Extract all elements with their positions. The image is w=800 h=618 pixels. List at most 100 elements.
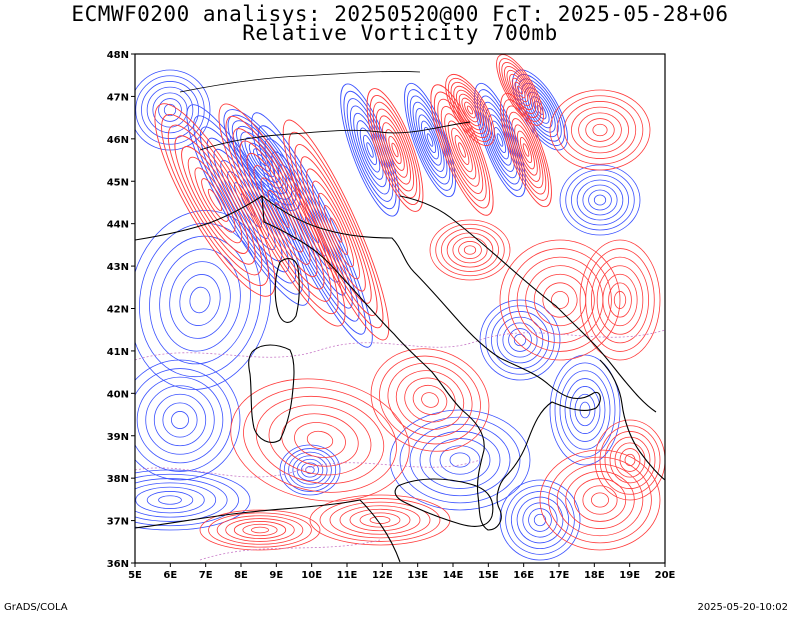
positive-contour xyxy=(282,119,390,341)
negative-contour xyxy=(409,95,451,185)
negative-contour xyxy=(146,491,194,509)
positive-contour xyxy=(255,395,385,485)
negative-contour xyxy=(179,274,221,326)
negative-contour xyxy=(426,133,434,147)
ligurian-coastline xyxy=(135,195,263,241)
lon-tick-label: 8E xyxy=(234,570,248,581)
positive-contour xyxy=(218,103,346,327)
negative-contour xyxy=(533,513,547,527)
negative-contour xyxy=(163,103,177,117)
positive-contour xyxy=(447,120,477,180)
positive-contour xyxy=(463,245,477,255)
positive-contour xyxy=(624,453,636,467)
positive-contour xyxy=(602,273,638,327)
positive-contour xyxy=(294,422,346,458)
africa-coastline xyxy=(135,499,401,563)
positive-contour xyxy=(274,202,290,228)
positive-contour xyxy=(466,105,474,115)
positive-contour xyxy=(440,106,484,194)
positive-contour xyxy=(216,515,304,545)
negative-contour xyxy=(251,112,373,348)
positive-contour xyxy=(517,130,535,170)
negative-contour xyxy=(418,114,442,166)
lon-tick-label: 7E xyxy=(199,570,213,581)
negative-contour xyxy=(283,448,337,492)
positive-contour xyxy=(437,98,487,202)
positive-contour xyxy=(514,81,526,99)
lat-tick-label: 38N xyxy=(107,474,129,485)
negative-contour xyxy=(389,409,531,511)
negative-contour xyxy=(496,133,504,147)
positive-contour xyxy=(454,135,470,165)
map-title-line1: ECMWF0200 analisys: 20250520@00 FcT: 202… xyxy=(71,2,729,26)
positive-contour xyxy=(585,118,615,142)
positive-contour xyxy=(533,273,587,327)
negative-contour xyxy=(169,261,231,339)
positive-contour xyxy=(458,241,482,259)
negative-contour xyxy=(423,126,437,154)
positive-contour xyxy=(500,92,552,208)
negative-contour xyxy=(244,137,280,183)
lat-tick-label: 43N xyxy=(107,262,129,273)
negative-contour xyxy=(571,174,629,226)
negative-contour xyxy=(159,248,241,352)
negative-contour xyxy=(135,478,228,522)
negative-contour xyxy=(139,222,261,378)
lat-tick-label: 41N xyxy=(107,347,129,358)
italy-coastline xyxy=(261,194,601,531)
positive-contour xyxy=(253,165,311,265)
longitude-axis: 5E 6E 7E 8E 9E 10E 11E 12E 13E 14E 15E 16E 17E 18E 19E… xyxy=(128,563,676,581)
positive-contour xyxy=(187,156,243,244)
positive-contour xyxy=(312,180,360,280)
positive-contour xyxy=(444,113,480,187)
negative-contour xyxy=(296,458,324,482)
positive-contour xyxy=(582,485,618,515)
negative-contour xyxy=(582,184,618,216)
negative-contour xyxy=(564,378,606,442)
positive-contour xyxy=(571,106,629,154)
negative-contour xyxy=(593,194,607,206)
positive-contour xyxy=(201,178,229,222)
positive-contour xyxy=(501,62,539,118)
positive-contour xyxy=(251,526,269,534)
negative-contour xyxy=(476,89,524,191)
latitude-axis: 36N 37N 38N 39N 40N 41N 42N 43N 44N 45N 46N 47N 48N xyxy=(107,50,135,570)
lat-tick-label: 42N xyxy=(107,305,129,316)
positive-contour xyxy=(243,387,397,493)
positive-contour xyxy=(421,392,439,408)
positive-contour xyxy=(319,498,441,542)
lat-tick-label: 37N xyxy=(107,517,129,528)
positive-contour xyxy=(260,177,304,253)
negative-contour xyxy=(496,316,544,364)
positive-contour xyxy=(379,355,481,445)
positive-contour xyxy=(450,81,490,139)
positive-contour xyxy=(452,236,488,264)
negative-contour xyxy=(491,311,549,369)
positive-contour xyxy=(441,228,499,272)
positive-contour xyxy=(372,101,418,199)
positive-contour xyxy=(609,436,651,484)
positive-contour xyxy=(511,118,541,182)
positive-contour xyxy=(306,168,366,292)
lon-tick-label: 6E xyxy=(163,570,177,581)
negative-contour xyxy=(559,164,641,236)
lat-tick-label: 45N xyxy=(107,177,129,188)
positive-contour xyxy=(525,265,595,335)
negative-contour xyxy=(530,96,550,124)
positive-contour xyxy=(329,501,431,539)
positive-contour xyxy=(578,112,622,148)
lat-tick-label: 36N xyxy=(107,559,129,570)
lon-tick-label: 11E xyxy=(337,570,358,581)
negative-contour xyxy=(421,120,439,160)
positive-contour xyxy=(208,512,312,548)
positive-contour xyxy=(375,108,415,192)
positive-contour xyxy=(599,425,661,495)
positive-contour xyxy=(433,91,491,209)
positive-contour xyxy=(225,115,339,315)
negative-contour xyxy=(171,411,189,429)
positive-contour xyxy=(447,77,493,143)
positive-contour xyxy=(456,89,484,131)
negative-contour xyxy=(135,469,251,531)
negative-contour xyxy=(404,82,456,198)
